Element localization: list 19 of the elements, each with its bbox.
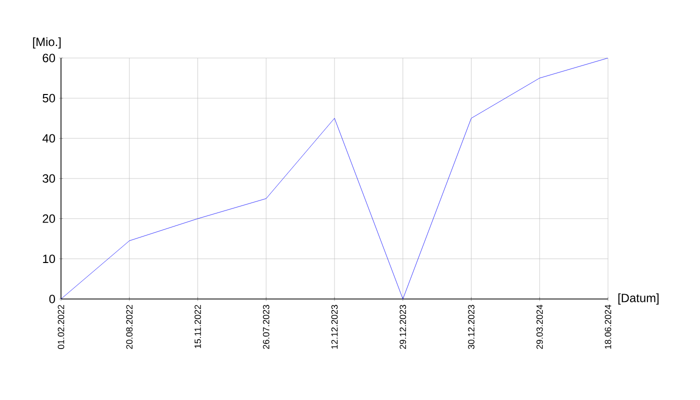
x-tick-label: 29.12.2023 [400, 304, 406, 349]
x-tick-label: 01.02.2022 [58, 304, 64, 350]
y-tick-label: 10 [43, 254, 56, 264]
x-axis-title: [Datum] [618, 293, 659, 305]
x-tick-label: 12.12.2023 [331, 304, 338, 349]
y-tick-label: 40 [42, 134, 56, 143]
y-tick-label: 0 [49, 294, 56, 304]
x-tick-label: 29.03.2024 [536, 304, 543, 349]
x-tick-label: 26.07.2023 [262, 304, 270, 349]
y-axis-title: [Mio.] [33, 37, 61, 48]
x-tick-label: 20.08.2022 [126, 304, 133, 349]
y-tick-label: 30 [42, 174, 56, 183]
x-tick-label: 18.06.2024 [604, 304, 612, 349]
x-tick-label: 15.11.2022 [194, 304, 201, 348]
y-tick-label: 60 [42, 54, 56, 62]
y-tick-label: 50 [42, 94, 56, 102]
line-series [61, 58, 608, 299]
x-tick-label: 30.12.2023 [468, 304, 474, 350]
y-tick-label: 20 [42, 214, 56, 223]
